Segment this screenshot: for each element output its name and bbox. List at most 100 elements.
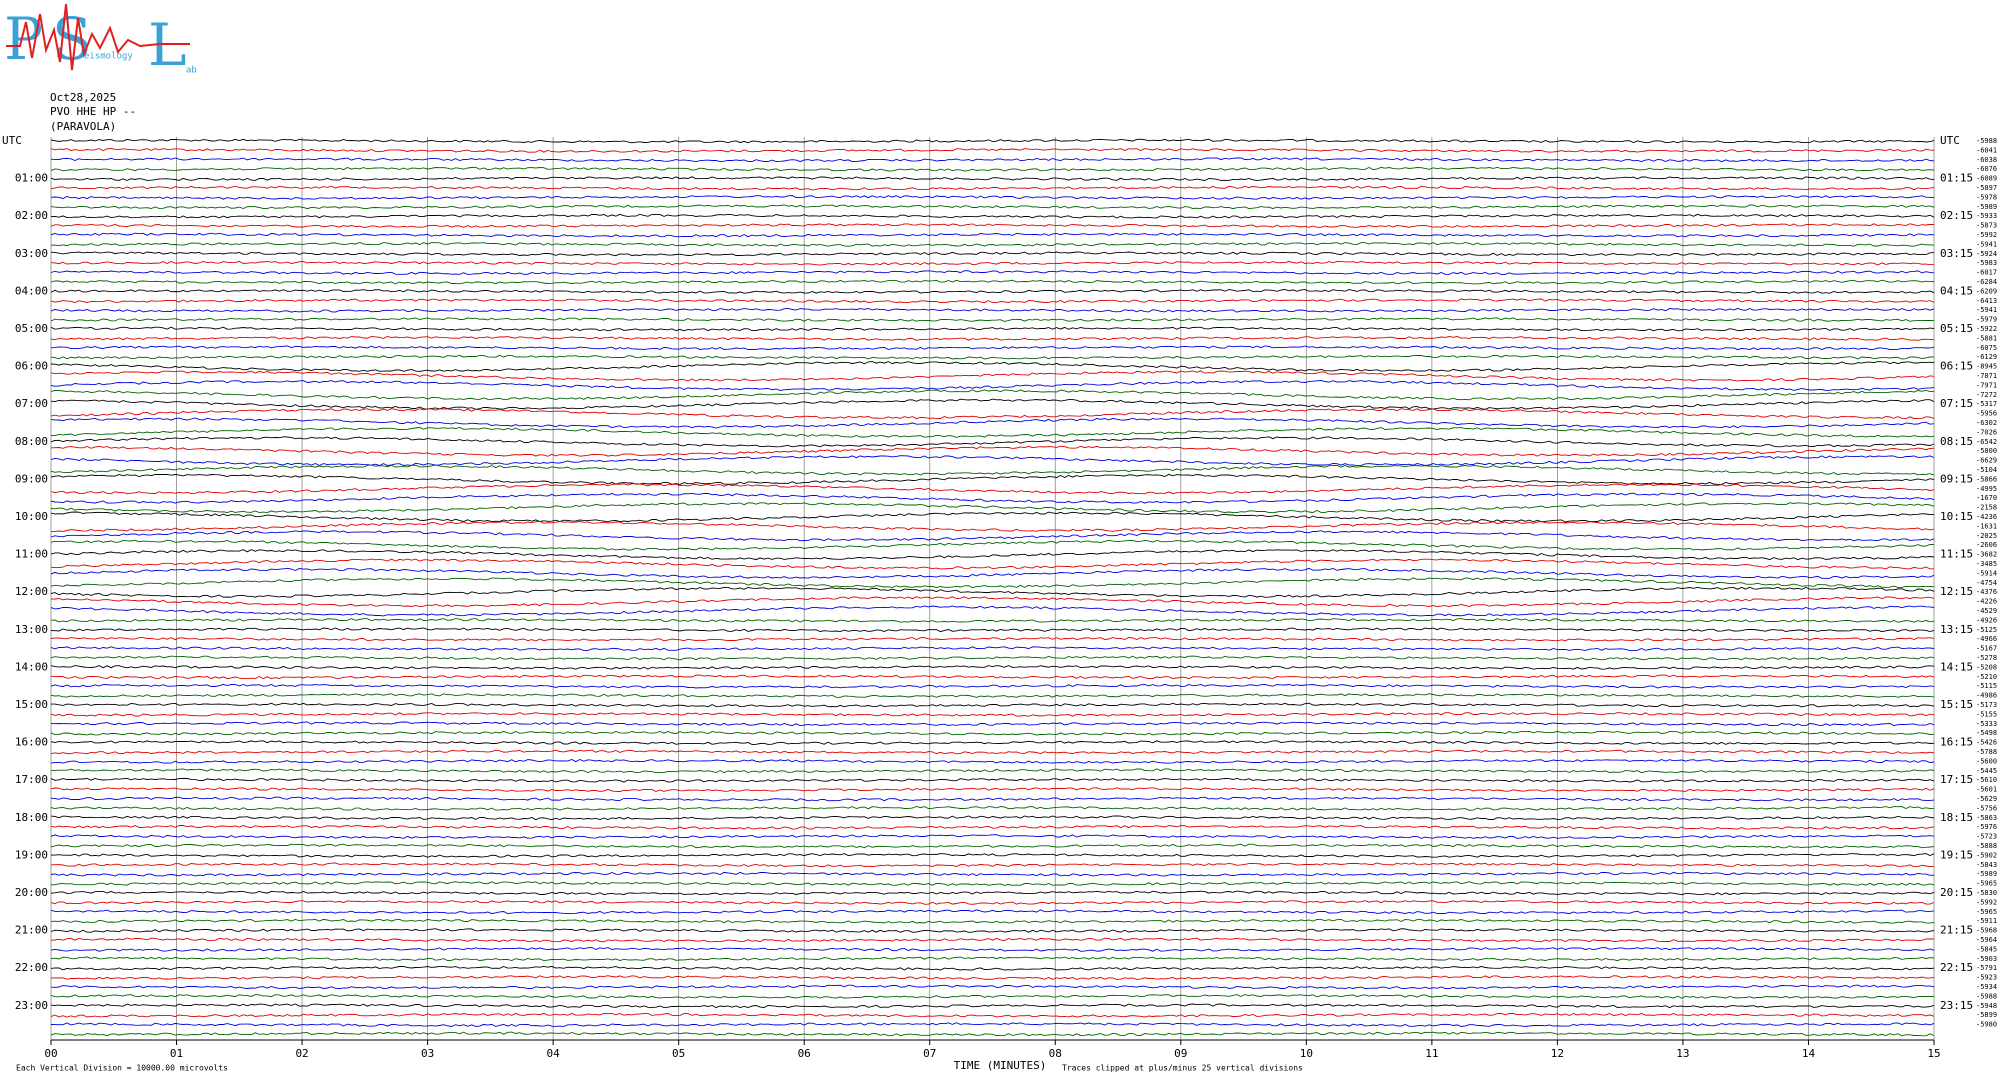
right-time-label: 03:15	[1940, 247, 1973, 260]
left-time-label: 15:00	[15, 698, 48, 711]
trace	[50, 166, 1935, 172]
left-time-label: 19:00	[15, 848, 48, 861]
right-time-label: 06:15	[1940, 360, 1973, 373]
trace	[50, 223, 1934, 228]
offset-label: -2158	[1976, 504, 1997, 512]
offset-label: -5979	[1976, 316, 1997, 324]
trace	[50, 558, 1935, 570]
trace	[50, 749, 1935, 755]
offset-label: -5941	[1976, 240, 1997, 248]
x-tick-label: 02	[295, 1047, 308, 1060]
offset-label: -7272	[1976, 391, 1997, 399]
right-time-label: 15:15	[1940, 698, 1973, 711]
offset-label: -5980	[1976, 1021, 1997, 1029]
offset-label: -4966	[1976, 635, 1997, 643]
trace	[50, 483, 1935, 495]
trace	[50, 138, 1935, 144]
trace	[50, 947, 1935, 952]
trace	[50, 492, 1935, 504]
offset-label: -5845	[1976, 945, 1997, 953]
trace	[50, 721, 1935, 727]
trace	[50, 871, 1935, 877]
right-time-label: 11:15	[1940, 548, 1973, 561]
offset-label: -2606	[1976, 541, 1997, 549]
axis-title: TIME (MINUTES)	[954, 1059, 1047, 1072]
trace	[50, 890, 1935, 896]
offset-label: -5881	[1976, 334, 1997, 342]
offset-label: -6038	[1976, 156, 1997, 164]
station: PVO HHE HP --	[50, 105, 136, 118]
trace	[50, 232, 1935, 238]
offset-label: -5924	[1976, 250, 1997, 258]
offset-label: -5791	[1976, 964, 1997, 972]
trace	[50, 928, 1935, 933]
left-time-label: 10:00	[15, 510, 48, 523]
right-time-label: 13:15	[1940, 623, 1973, 636]
left-time-label: 16:00	[15, 736, 48, 749]
left-time-label: 12:00	[15, 585, 48, 598]
offset-label: -6629	[1976, 457, 1997, 465]
offset-label: -5922	[1976, 325, 1997, 333]
left-time-label: 06:00	[15, 360, 48, 373]
trace	[50, 251, 1935, 257]
offset-label: -5989	[1976, 203, 1997, 211]
left-time-label: 23:00	[15, 999, 48, 1012]
trace	[50, 768, 1935, 774]
offset-label: -5115	[1976, 682, 1997, 690]
trace	[50, 473, 1935, 485]
x-tick-label: 03	[421, 1047, 434, 1060]
trace	[50, 539, 1935, 551]
trace	[50, 646, 1935, 651]
trace	[50, 777, 1935, 783]
trace	[50, 307, 1935, 313]
trace	[50, 730, 1935, 736]
trace	[50, 317, 1935, 322]
offset-label: -5317	[1976, 400, 1997, 408]
trace	[50, 185, 1935, 191]
trace	[50, 260, 1935, 266]
trace	[50, 994, 1935, 999]
trace	[50, 176, 1935, 181]
offset-label: -5843	[1976, 861, 1997, 869]
x-tick-label: 05	[672, 1047, 685, 1060]
right-time-label: 02:15	[1940, 209, 1973, 222]
trace	[50, 426, 1935, 438]
trace	[50, 909, 1935, 915]
offset-label: -5965	[1976, 880, 1997, 888]
offset-label: -5104	[1976, 466, 1997, 474]
right-time-label: 20:15	[1940, 886, 1973, 899]
trace	[50, 881, 1935, 886]
right-time-label: 08:15	[1940, 435, 1973, 448]
trace	[50, 937, 1935, 943]
trace	[50, 148, 1935, 153]
trace	[50, 796, 1935, 802]
logo: P S L eismology ab	[4, 3, 197, 79]
offset-label: -5445	[1976, 767, 1997, 775]
offset-label: -5723	[1976, 833, 1997, 841]
x-tick-label: 10	[1300, 1047, 1313, 1060]
offset-label: -5830	[1976, 889, 1997, 897]
trace	[50, 204, 1935, 210]
x-tick-label: 06	[798, 1047, 811, 1060]
offset-label: -6542	[1976, 438, 1997, 446]
trace	[50, 824, 1935, 830]
x-tick-label: 01	[170, 1047, 183, 1060]
offset-label: -5992	[1976, 231, 1997, 239]
trace	[50, 693, 1935, 698]
trace	[50, 398, 1935, 410]
right-time-label: 23:15	[1940, 999, 1973, 1012]
offset-label: -6129	[1976, 353, 1997, 361]
trace	[50, 577, 1935, 589]
trace	[50, 1003, 1935, 1009]
right-time-label: 19:15	[1940, 848, 1973, 861]
offset-label: -5173	[1976, 701, 1997, 709]
right-time-label: 05:15	[1940, 322, 1973, 335]
offset-label: -5956	[1976, 410, 1997, 418]
offset-label: -5125	[1976, 626, 1997, 634]
offset-label: -4376	[1976, 588, 1997, 596]
left-time-label: 02:00	[15, 209, 48, 222]
offset-label: -5756	[1976, 804, 1997, 812]
offset-label: -5155	[1976, 710, 1997, 718]
trace	[50, 605, 1935, 617]
trace	[50, 289, 1935, 294]
